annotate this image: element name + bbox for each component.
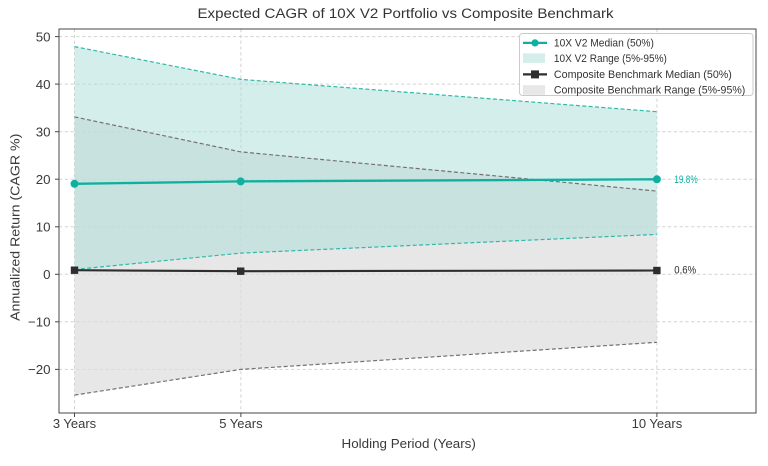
svg-text:Composite Benchmark Range (5%-: Composite Benchmark Range (5%-95%) [554,85,745,97]
svg-text:0.6%: 0.6% [674,265,696,277]
svg-text:40: 40 [36,77,51,92]
svg-text:Expected CAGR of 10X V2 Portfo: Expected CAGR of 10X V2 Portfolio vs Com… [198,6,615,22]
svg-text:3 Years: 3 Years [53,416,97,431]
svg-text:−10: −10 [28,315,51,330]
svg-text:5 Years: 5 Years [219,416,263,431]
svg-text:10 Years: 10 Years [632,416,683,431]
svg-text:Holding Period (Years): Holding Period (Years) [342,436,476,451]
svg-text:10: 10 [36,220,51,235]
svg-text:0: 0 [43,267,50,282]
svg-text:10X V2 Median (50%): 10X V2 Median (50%) [554,38,654,50]
svg-text:10X V2 Range (5%-95%): 10X V2 Range (5%-95%) [554,53,667,65]
svg-text:Annualized Return (CAGR %): Annualized Return (CAGR %) [8,134,23,321]
svg-text:30: 30 [36,125,51,140]
svg-text:Composite Benchmark Median (50: Composite Benchmark Median (50%) [554,69,732,81]
svg-text:−20: −20 [28,362,51,377]
svg-text:50: 50 [36,29,51,44]
svg-text:19.8%: 19.8% [674,174,698,186]
svg-text:20: 20 [36,172,51,187]
